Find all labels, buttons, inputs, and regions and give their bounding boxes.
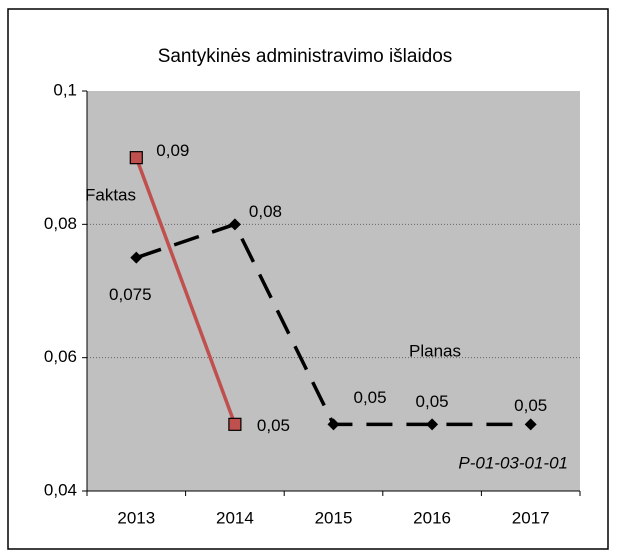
x-tick-label: 2015 [315, 508, 353, 527]
data-label: 0,05 [416, 392, 449, 411]
series-line [134, 157, 237, 425]
y-tick-label: 0,06 [44, 347, 77, 366]
marker [130, 251, 143, 264]
marker [129, 151, 143, 165]
series-label: Faktas [85, 185, 136, 204]
data-label: 0,09 [156, 141, 189, 160]
data-label: 0,05 [354, 388, 387, 407]
marker [228, 218, 241, 231]
marker [228, 417, 242, 431]
marker [426, 418, 439, 431]
data-label: 0,05 [514, 396, 547, 415]
y-tick-label: 0,08 [44, 214, 77, 233]
data-label: 0,08 [249, 202, 282, 221]
chart-title: Santykinės administravimo išlaidos [158, 46, 453, 67]
x-tick-label: 2016 [413, 508, 451, 527]
y-tick-label: 0,1 [53, 80, 77, 99]
annotation: P-01-03-01-01 [458, 453, 568, 472]
marker [327, 418, 340, 431]
data-label: 0,05 [257, 416, 290, 435]
series-label: Planas [409, 341, 461, 360]
data-label: 0,075 [109, 285, 152, 304]
marker [524, 418, 537, 431]
y-tick-label: 0,04 [44, 480, 77, 499]
x-tick-label: 2014 [216, 508, 254, 527]
x-tick-label: 2017 [512, 508, 550, 527]
x-tick-label: 2013 [117, 508, 155, 527]
